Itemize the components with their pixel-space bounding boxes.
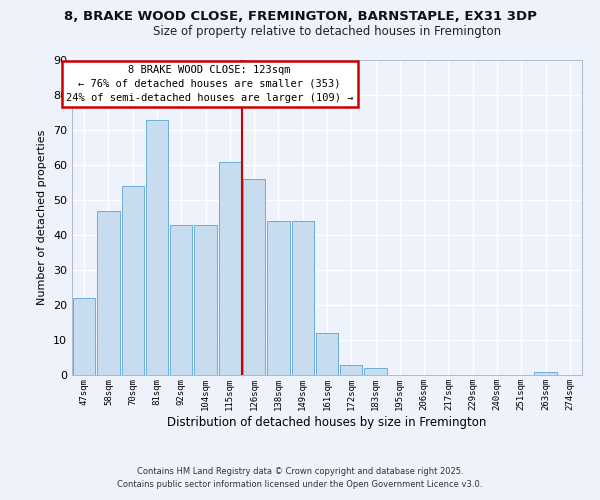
Bar <box>73 298 95 375</box>
Bar <box>316 333 338 375</box>
Text: 8 BRAKE WOOD CLOSE: 123sqm
← 76% of detached houses are smaller (353)
24% of sem: 8 BRAKE WOOD CLOSE: 123sqm ← 76% of deta… <box>66 64 353 102</box>
Text: 8, BRAKE WOOD CLOSE, FREMINGTON, BARNSTAPLE, EX31 3DP: 8, BRAKE WOOD CLOSE, FREMINGTON, BARNSTA… <box>64 10 536 23</box>
Text: Contains HM Land Registry data © Crown copyright and database right 2025.
Contai: Contains HM Land Registry data © Crown c… <box>118 468 482 489</box>
Bar <box>170 224 193 375</box>
Bar <box>267 221 290 375</box>
Title: Size of property relative to detached houses in Fremington: Size of property relative to detached ho… <box>153 25 501 38</box>
Bar <box>218 162 241 375</box>
Bar <box>340 364 362 375</box>
Bar <box>122 186 144 375</box>
Bar <box>97 210 119 375</box>
Bar <box>364 368 387 375</box>
Bar <box>194 224 217 375</box>
Bar <box>292 221 314 375</box>
Bar <box>243 179 265 375</box>
X-axis label: Distribution of detached houses by size in Fremington: Distribution of detached houses by size … <box>167 416 487 428</box>
Y-axis label: Number of detached properties: Number of detached properties <box>37 130 47 305</box>
Bar <box>535 372 557 375</box>
Bar <box>146 120 168 375</box>
